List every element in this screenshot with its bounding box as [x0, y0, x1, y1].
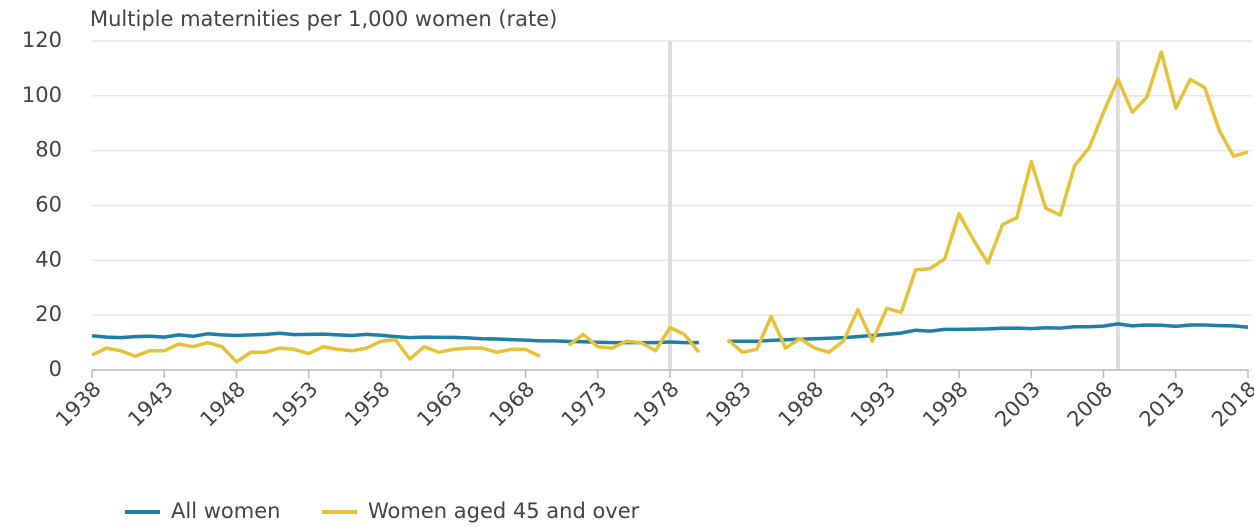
- x-tick-label: 2008: [1063, 377, 1118, 432]
- series-line: [91, 50, 1249, 364]
- x-tick-label: 1978: [629, 377, 684, 432]
- x-tick-label: 2003: [990, 377, 1045, 432]
- y-tick-label: 0: [49, 357, 62, 381]
- x-tick-label: 1953: [268, 377, 323, 432]
- x-tick-label: 1943: [123, 377, 178, 432]
- x-tick-label: 1973: [557, 377, 612, 432]
- legend-label: All women: [171, 499, 280, 523]
- legend-label: Women aged 45 and over: [368, 499, 640, 523]
- x-tick-label: 1968: [485, 377, 540, 432]
- x-tick-label: 1998: [918, 377, 973, 432]
- chart-title: Multiple maternities per 1,000 women (ra…: [90, 7, 557, 31]
- y-tick-label: 40: [35, 247, 62, 271]
- x-tick-label: 1963: [412, 377, 467, 432]
- x-tick-label: 1948: [196, 377, 251, 432]
- y-tick-label: 80: [35, 138, 62, 162]
- x-tick-label: 1988: [774, 377, 829, 432]
- y-tick-label: 120: [22, 28, 62, 52]
- x-tick-label: 2013: [1135, 377, 1190, 432]
- series-line: [91, 322, 1249, 345]
- x-tick-label: 2018: [1207, 377, 1254, 432]
- y-tick-label: 100: [22, 83, 62, 107]
- y-tick-label: 20: [35, 302, 62, 326]
- x-tick-label: 1938: [51, 377, 106, 432]
- x-tick-label: 1958: [340, 377, 395, 432]
- x-tick-label: 1983: [701, 377, 756, 432]
- x-tick-label: 1993: [846, 377, 901, 432]
- y-tick-label: 60: [35, 193, 62, 217]
